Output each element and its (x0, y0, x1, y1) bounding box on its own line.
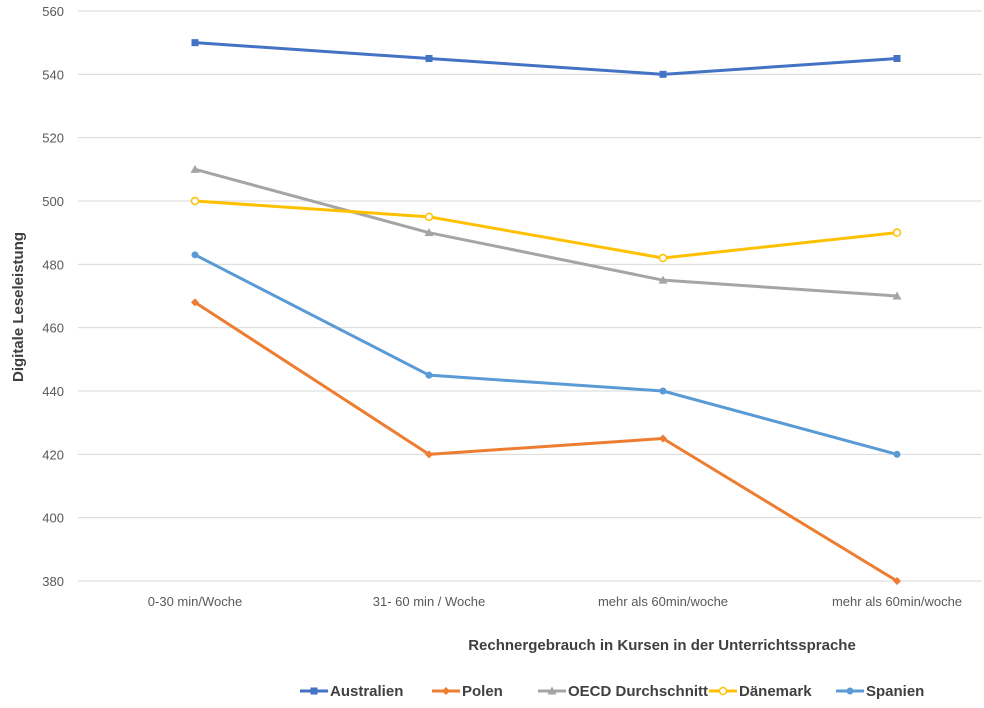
y-tick-label: 440 (42, 384, 64, 399)
data-point (658, 253, 668, 263)
legend-label: OECD Durchschnitt (568, 683, 708, 700)
y-tick-label: 560 (42, 4, 64, 19)
legend-label: Polen (462, 683, 503, 700)
data-point (190, 196, 200, 206)
legend: Australien Polen OECD Durchschnitt Dänemark… (300, 683, 924, 700)
x-tick-labels: 0-30 min/Woche 31- 60 min / Woche mehr als… (148, 594, 962, 609)
series-spanien (191, 251, 901, 458)
legend-item: Dänemark (709, 683, 812, 700)
x-tick-label: mehr als 60min/woche (832, 594, 962, 609)
data-point (425, 450, 433, 459)
data-point (191, 298, 199, 307)
gridlines (78, 10, 982, 582)
y-tick-labels: 380 400 420 440 460 480 500 520 540 560 (42, 4, 64, 589)
y-tick-label: 540 (42, 67, 64, 82)
legend-label: Australien (330, 683, 403, 700)
y-tick-label: 460 (42, 321, 64, 336)
y-tick-label: 420 (42, 447, 64, 462)
x-tick-label: 0-30 min/Woche (148, 594, 242, 609)
y-tick-label: 480 (42, 257, 64, 272)
legend-item: OECD Durchschnitt (538, 683, 708, 700)
series-line (193, 253, 899, 456)
y-tick-label: 380 (42, 574, 64, 589)
x-tick-label: mehr als 60min/woche (598, 594, 728, 609)
series-line (193, 167, 899, 298)
data-point (424, 212, 434, 222)
data-point (846, 687, 854, 695)
data-point (893, 577, 901, 585)
legend-label: Dänemark (739, 683, 812, 700)
series-lines (190, 39, 902, 585)
legend-item: Polen (432, 683, 503, 700)
data-point (425, 371, 433, 379)
legend-item: Australien (300, 683, 403, 700)
series-polen (191, 298, 901, 585)
legend-label: Spanien (866, 683, 924, 700)
data-point (659, 387, 667, 395)
data-point (191, 39, 199, 47)
data-point (893, 450, 901, 458)
data-point (659, 70, 667, 78)
data-point (547, 686, 557, 695)
legend-item: Spanien (836, 683, 924, 700)
series-line (193, 199, 899, 260)
y-tick-label: 500 (42, 194, 64, 209)
series-line (193, 300, 899, 583)
data-point (310, 687, 318, 695)
y-axis-title: Digitale Leseleistung (10, 232, 27, 382)
y-tick-label: 520 (42, 131, 64, 146)
x-axis-title: Rechnergebrauch in Kursen in der Unterri… (468, 637, 856, 654)
data-point (658, 275, 668, 284)
series-d-nemark (190, 196, 902, 263)
data-point (718, 686, 728, 696)
series-australien (191, 39, 901, 78)
data-point (424, 228, 434, 237)
data-point (892, 228, 902, 237)
data-point (659, 434, 667, 443)
data-point (190, 164, 200, 173)
y-tick-label: 400 (42, 511, 64, 526)
series-oecd-durchschnitt (190, 164, 902, 300)
x-tick-label: 31- 60 min / Woche (373, 594, 485, 609)
series-line (193, 41, 899, 76)
data-point (892, 291, 902, 300)
data-point (425, 55, 433, 62)
data-point (893, 55, 901, 62)
data-point (442, 687, 450, 695)
data-point (191, 251, 199, 259)
